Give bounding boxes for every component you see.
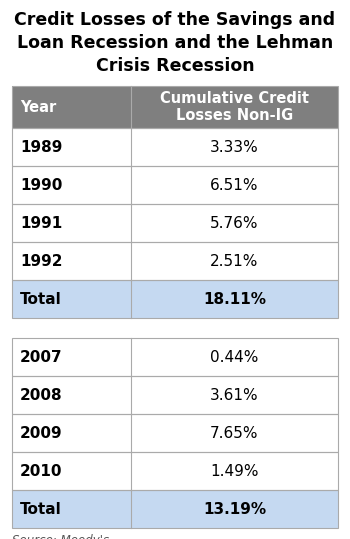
Text: 1992: 1992: [20, 253, 63, 268]
Text: 7.65%: 7.65%: [210, 425, 259, 440]
Text: Cumulative Credit
Losses Non-IG: Cumulative Credit Losses Non-IG: [160, 91, 309, 123]
Bar: [12, 204, 338, 242]
Text: 1991: 1991: [20, 216, 62, 231]
Text: 1990: 1990: [20, 177, 62, 192]
Text: 1989: 1989: [20, 140, 62, 155]
Text: Source: Moody's: Source: Moody's: [12, 534, 109, 539]
Bar: [12, 414, 338, 452]
Bar: [12, 490, 338, 528]
Bar: [12, 490, 338, 528]
Text: Total: Total: [20, 292, 62, 307]
Bar: [12, 376, 338, 414]
Bar: [12, 166, 338, 204]
Bar: [12, 242, 338, 280]
Bar: [12, 280, 338, 318]
Text: 2009: 2009: [20, 425, 63, 440]
Text: Total: Total: [20, 501, 62, 516]
Text: 3.61%: 3.61%: [210, 388, 259, 403]
Text: 2010: 2010: [20, 464, 63, 479]
Text: 18.11%: 18.11%: [203, 292, 266, 307]
Bar: [12, 128, 338, 166]
Bar: [12, 128, 338, 166]
Bar: [12, 86, 338, 128]
Bar: [12, 414, 338, 452]
Bar: [12, 280, 338, 318]
Bar: [12, 338, 338, 376]
Text: 1.49%: 1.49%: [210, 464, 259, 479]
Text: 13.19%: 13.19%: [203, 501, 266, 516]
Text: 2007: 2007: [20, 349, 63, 364]
Bar: [12, 376, 338, 414]
Text: 6.51%: 6.51%: [210, 177, 259, 192]
Text: Credit Losses of the Savings and
Loan Recession and the Lehman
Crisis Recession: Credit Losses of the Savings and Loan Re…: [14, 11, 336, 75]
Bar: [12, 86, 338, 128]
Bar: [12, 204, 338, 242]
Bar: [12, 166, 338, 204]
Bar: [12, 242, 338, 280]
Bar: [12, 338, 338, 376]
Text: 3.33%: 3.33%: [210, 140, 259, 155]
Text: 2008: 2008: [20, 388, 63, 403]
Text: Year: Year: [20, 100, 56, 114]
Bar: [12, 452, 338, 490]
Text: 5.76%: 5.76%: [210, 216, 259, 231]
Bar: [12, 452, 338, 490]
Text: 2.51%: 2.51%: [210, 253, 259, 268]
Text: 0.44%: 0.44%: [210, 349, 259, 364]
